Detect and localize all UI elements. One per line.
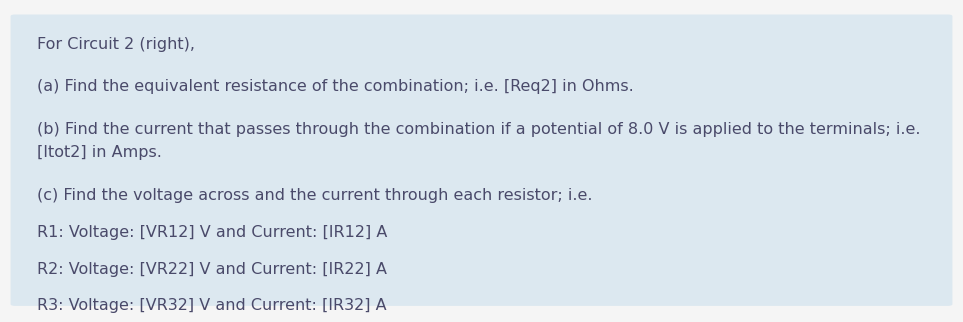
Text: R2: Voltage: [VR22] V and Current: [IR22] A: R2: Voltage: [VR22] V and Current: [IR22… [37,262,386,278]
Text: For Circuit 2 (right),: For Circuit 2 (right), [37,37,195,52]
Text: (b) Find the current that passes through the combination if a potential of 8.0 V: (b) Find the current that passes through… [37,122,920,160]
Text: R1: Voltage: [VR12] V and Current: [IR12] A: R1: Voltage: [VR12] V and Current: [IR12… [37,225,387,241]
Text: (c) Find the voltage across and the current through each resistor; i.e.: (c) Find the voltage across and the curr… [37,188,592,204]
Text: (a) Find the equivalent resistance of the combination; i.e. [Req2] in Ohms.: (a) Find the equivalent resistance of th… [37,79,634,94]
Text: R3: Voltage: [VR32] V and Current: [IR32] A: R3: Voltage: [VR32] V and Current: [IR32… [37,298,386,313]
